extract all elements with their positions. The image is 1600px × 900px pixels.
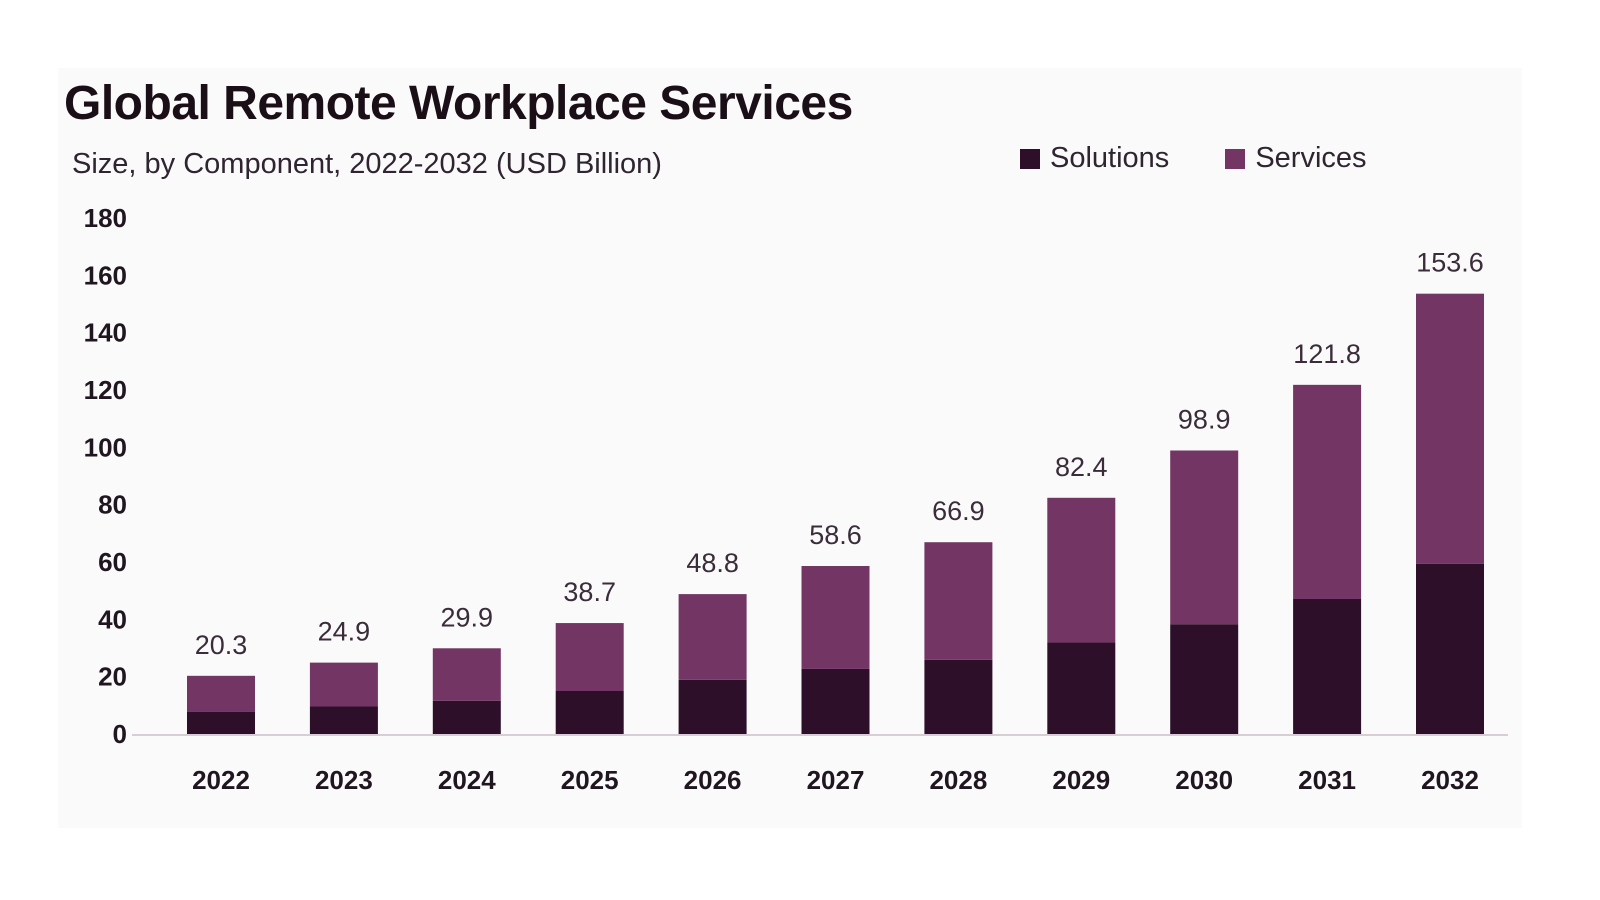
bar-services-2022 (187, 675, 255, 712)
data-label-2026: 48.8 (686, 548, 739, 578)
legend-swatch-solutions (1020, 148, 1040, 169)
bar-solutions-2027 (801, 668, 870, 734)
x-tick-label-2026: 2026 (684, 765, 742, 795)
bar-solutions-2032 (1416, 563, 1484, 734)
bar-solutions-2031 (1293, 598, 1362, 734)
bar-services-2031 (1293, 384, 1362, 599)
legend-label-solutions: Solutions (1050, 142, 1170, 174)
data-label-2027: 58.6 (809, 520, 862, 550)
x-tick-label-2028: 2028 (929, 765, 987, 795)
bar-solutions-2029 (1047, 642, 1116, 734)
bar-solutions-2024 (432, 700, 501, 734)
y-tick-label: 0 (113, 719, 127, 749)
y-tick-label: 160 (84, 260, 127, 290)
bar-solutions-2025 (555, 691, 624, 734)
bar-solutions-2026 (678, 679, 747, 734)
data-label-2028: 66.9 (932, 496, 985, 526)
bar-services-2027 (801, 566, 870, 669)
x-tick-label-2027: 2027 (807, 765, 865, 795)
data-label-2023: 24.9 (318, 617, 371, 647)
data-label-2031: 121.8 (1293, 339, 1361, 369)
bar-services-2030 (1170, 450, 1239, 625)
y-tick-label: 180 (84, 203, 127, 233)
x-tick-label-2030: 2030 (1175, 765, 1233, 795)
y-tick-label: 20 (98, 662, 127, 692)
bar-services-2028 (924, 542, 993, 660)
y-tick-label: 120 (84, 375, 127, 405)
data-label-2025: 38.7 (563, 577, 616, 607)
bar-services-2029 (1047, 497, 1116, 643)
bar-solutions-2022 (187, 711, 255, 734)
bar-solutions-2030 (1170, 624, 1239, 734)
bar-services-2024 (432, 648, 501, 701)
chart-subtitle: Size, by Component, 2022-2032 (USD Billi… (72, 148, 662, 180)
chart-title: Global Remote Workplace Services (64, 77, 853, 130)
bar-solutions-2028 (924, 659, 993, 734)
legend-swatch-services (1225, 148, 1246, 169)
y-tick-label: 100 (84, 432, 127, 462)
data-label-2032: 153.6 (1416, 248, 1484, 278)
data-label-2024: 29.9 (441, 602, 494, 632)
x-tick-label-2031: 2031 (1298, 765, 1356, 795)
data-label-2030: 98.9 (1178, 404, 1231, 434)
legend: Solutions Services (1020, 142, 1367, 175)
x-tick-label-2022: 2022 (192, 765, 250, 795)
chart-panel (58, 68, 1522, 828)
legend-label-services: Services (1255, 142, 1367, 174)
y-tick-label: 60 (98, 547, 127, 577)
bar-services-2025 (555, 623, 624, 691)
x-tick-label-2024: 2024 (438, 765, 496, 795)
legend-item-solutions: Solutions (1020, 142, 1169, 175)
bar-services-2023 (309, 662, 378, 707)
x-tick-label-2025: 2025 (561, 765, 619, 795)
legend-item-services: Services (1225, 142, 1367, 175)
y-tick-label: 140 (84, 318, 127, 348)
bar-solutions-2023 (309, 706, 378, 734)
y-tick-label: 80 (98, 490, 127, 520)
y-tick-label: 40 (98, 604, 127, 634)
bar-services-2032 (1416, 293, 1484, 564)
x-tick-label-2023: 2023 (315, 765, 373, 795)
bar-services-2026 (678, 594, 747, 680)
x-tick-label-2029: 2029 (1052, 765, 1110, 795)
x-tick-label-2032: 2032 (1421, 765, 1479, 795)
data-label-2029: 82.4 (1055, 452, 1108, 482)
data-label-2022: 20.3 (195, 630, 248, 660)
